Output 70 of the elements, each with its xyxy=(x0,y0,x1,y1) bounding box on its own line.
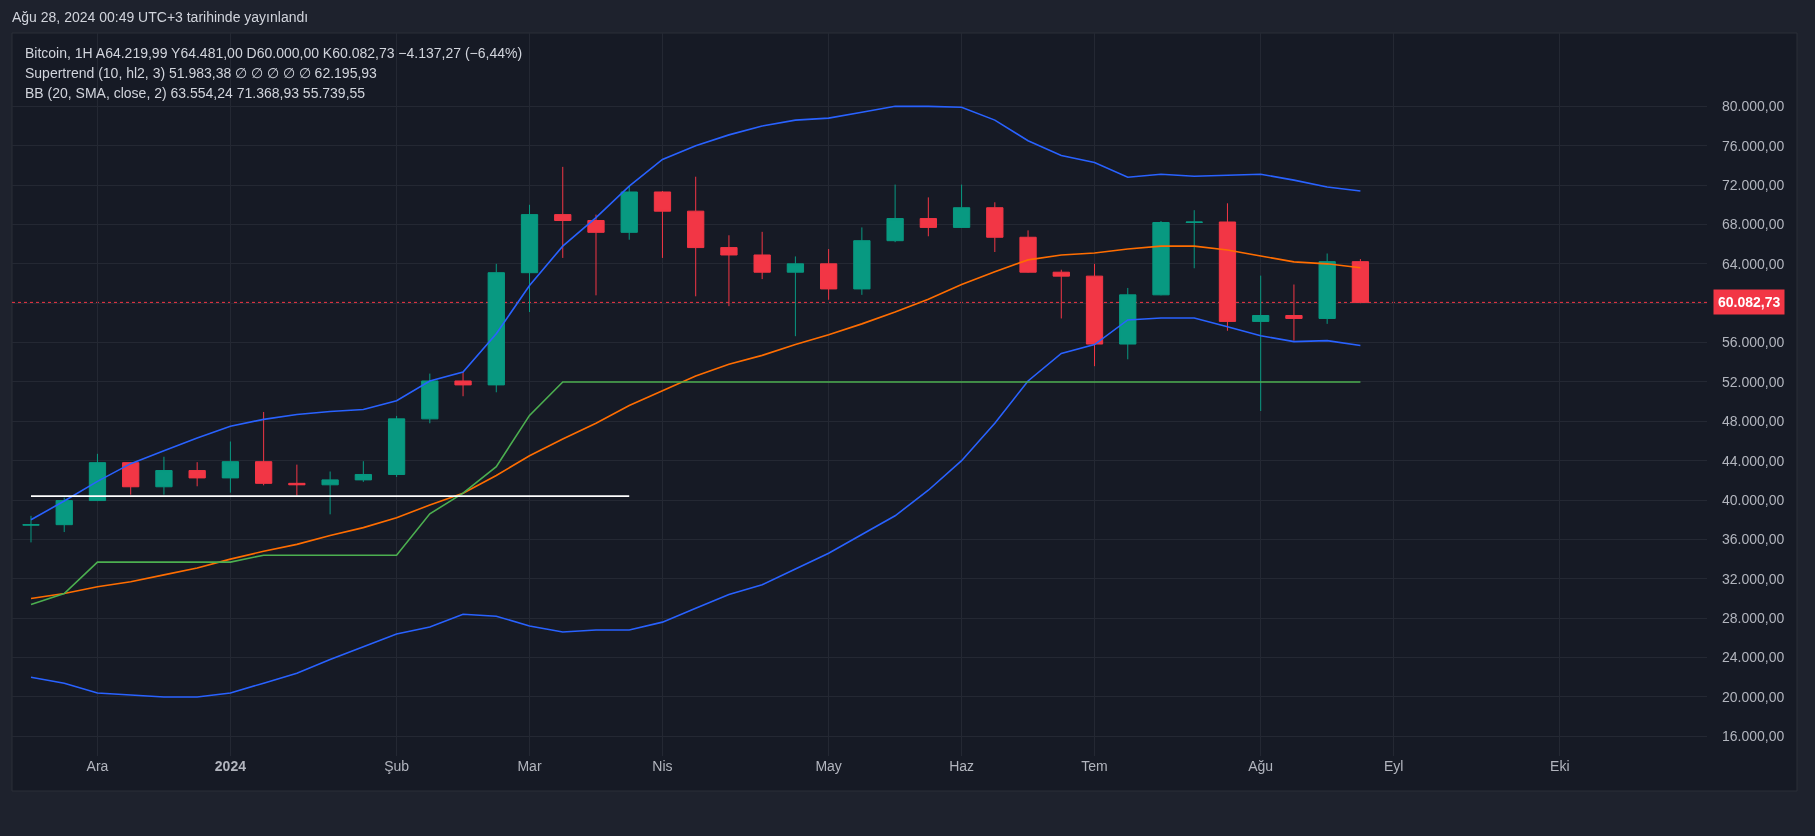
candlestick xyxy=(786,255,805,337)
candlestick xyxy=(587,214,605,296)
line-series xyxy=(30,245,1362,600)
y-tick-label: 32.000,00 xyxy=(1722,570,1785,587)
x-tick-label: May xyxy=(815,758,842,774)
candlestick xyxy=(753,231,771,280)
candlestick xyxy=(820,248,838,301)
candlestick xyxy=(155,456,173,496)
x-tick-label: Mar xyxy=(517,758,542,774)
candlestick xyxy=(952,184,971,229)
y-tick-label: 80.000,00 xyxy=(1722,98,1785,115)
candlestick xyxy=(55,497,73,533)
candlestick xyxy=(288,464,306,497)
y-tick-label: 36.000,00 xyxy=(1722,531,1785,548)
candlestick xyxy=(454,371,472,397)
annotation: BB (20, SMA, close, 2) 63.554,24 71.368,93 55.739,55 xyxy=(25,85,366,101)
candlestick xyxy=(620,185,638,241)
x-tick-label: Ara xyxy=(86,758,109,774)
candlestick xyxy=(221,441,240,494)
chart-title: Ağu 28, 2024 00:49 UTC+3 tarihinde yayınlandı xyxy=(12,8,309,25)
candlestick xyxy=(22,515,40,543)
candlestick xyxy=(1318,252,1336,325)
candlestick xyxy=(387,415,406,478)
y-tick-label: 76.000,00 xyxy=(1722,137,1785,154)
candlestick xyxy=(1185,209,1203,269)
candlestick xyxy=(354,460,372,483)
y-tick-label: 52.000,00 xyxy=(1722,373,1785,390)
candlestick xyxy=(653,190,672,259)
y-tick-label: 56.000,00 xyxy=(1722,334,1785,351)
y-tick-label: 28.000,00 xyxy=(1722,610,1785,627)
y-tick-label: 40.000,00 xyxy=(1722,491,1785,508)
candlestick xyxy=(554,166,572,259)
candlestick xyxy=(487,263,505,393)
y-tick-label: 68.000,00 xyxy=(1722,216,1785,233)
candlestick xyxy=(520,204,539,313)
candlestick xyxy=(1119,287,1137,360)
y-tick-label: 44.000,00 xyxy=(1722,452,1785,469)
candlestick xyxy=(886,184,904,243)
candlestick xyxy=(1152,220,1170,296)
x-tick-label: Haz xyxy=(949,758,975,774)
line-series xyxy=(30,317,1362,698)
line-series xyxy=(30,105,1362,521)
ref-line-label: 60.082,73 xyxy=(1718,294,1781,310)
y-tick-label: 48.000,00 xyxy=(1722,413,1785,430)
x-tick-label: Ağu xyxy=(1248,758,1274,774)
x-tick-label: Eyl xyxy=(1383,758,1404,774)
candlestick xyxy=(853,226,871,296)
line-series xyxy=(30,381,1362,606)
x-tick-label: 2024 xyxy=(214,758,247,774)
candlestick xyxy=(188,461,206,487)
candlestick xyxy=(122,461,140,496)
x-tick-label: Tem xyxy=(1081,758,1108,774)
y-tick-label: 72.000,00 xyxy=(1722,176,1785,193)
candlestick xyxy=(255,411,273,486)
annotation: Supertrend (10, hl2, 3) 51.983,38 ∅ ∅ ∅ ∅ ∅ 62.195,93 xyxy=(25,65,378,81)
candlestick xyxy=(986,201,1004,253)
x-tick-label: Nis xyxy=(652,758,673,774)
candlestick xyxy=(1019,229,1037,274)
y-tick-label: 24.000,00 xyxy=(1722,649,1785,666)
candlestick xyxy=(1252,275,1270,412)
candlestick xyxy=(421,373,439,424)
candlestick xyxy=(321,471,339,515)
x-tick-label: Şub xyxy=(384,758,410,774)
y-tick-label: 64.000,00 xyxy=(1722,255,1785,272)
annotation: Bitcoin, 1H A64.219,99 Y64.481,00 D60.000,00 K60.082,73 −4.137,27 (−6,44%) xyxy=(25,45,523,61)
x-tick-label: Eki xyxy=(1550,758,1570,774)
candlestick xyxy=(919,196,937,237)
y-tick-label: 16.000,00 xyxy=(1722,728,1785,745)
y-tick-label: 20.000,00 xyxy=(1722,688,1785,705)
candlestick xyxy=(687,176,705,297)
